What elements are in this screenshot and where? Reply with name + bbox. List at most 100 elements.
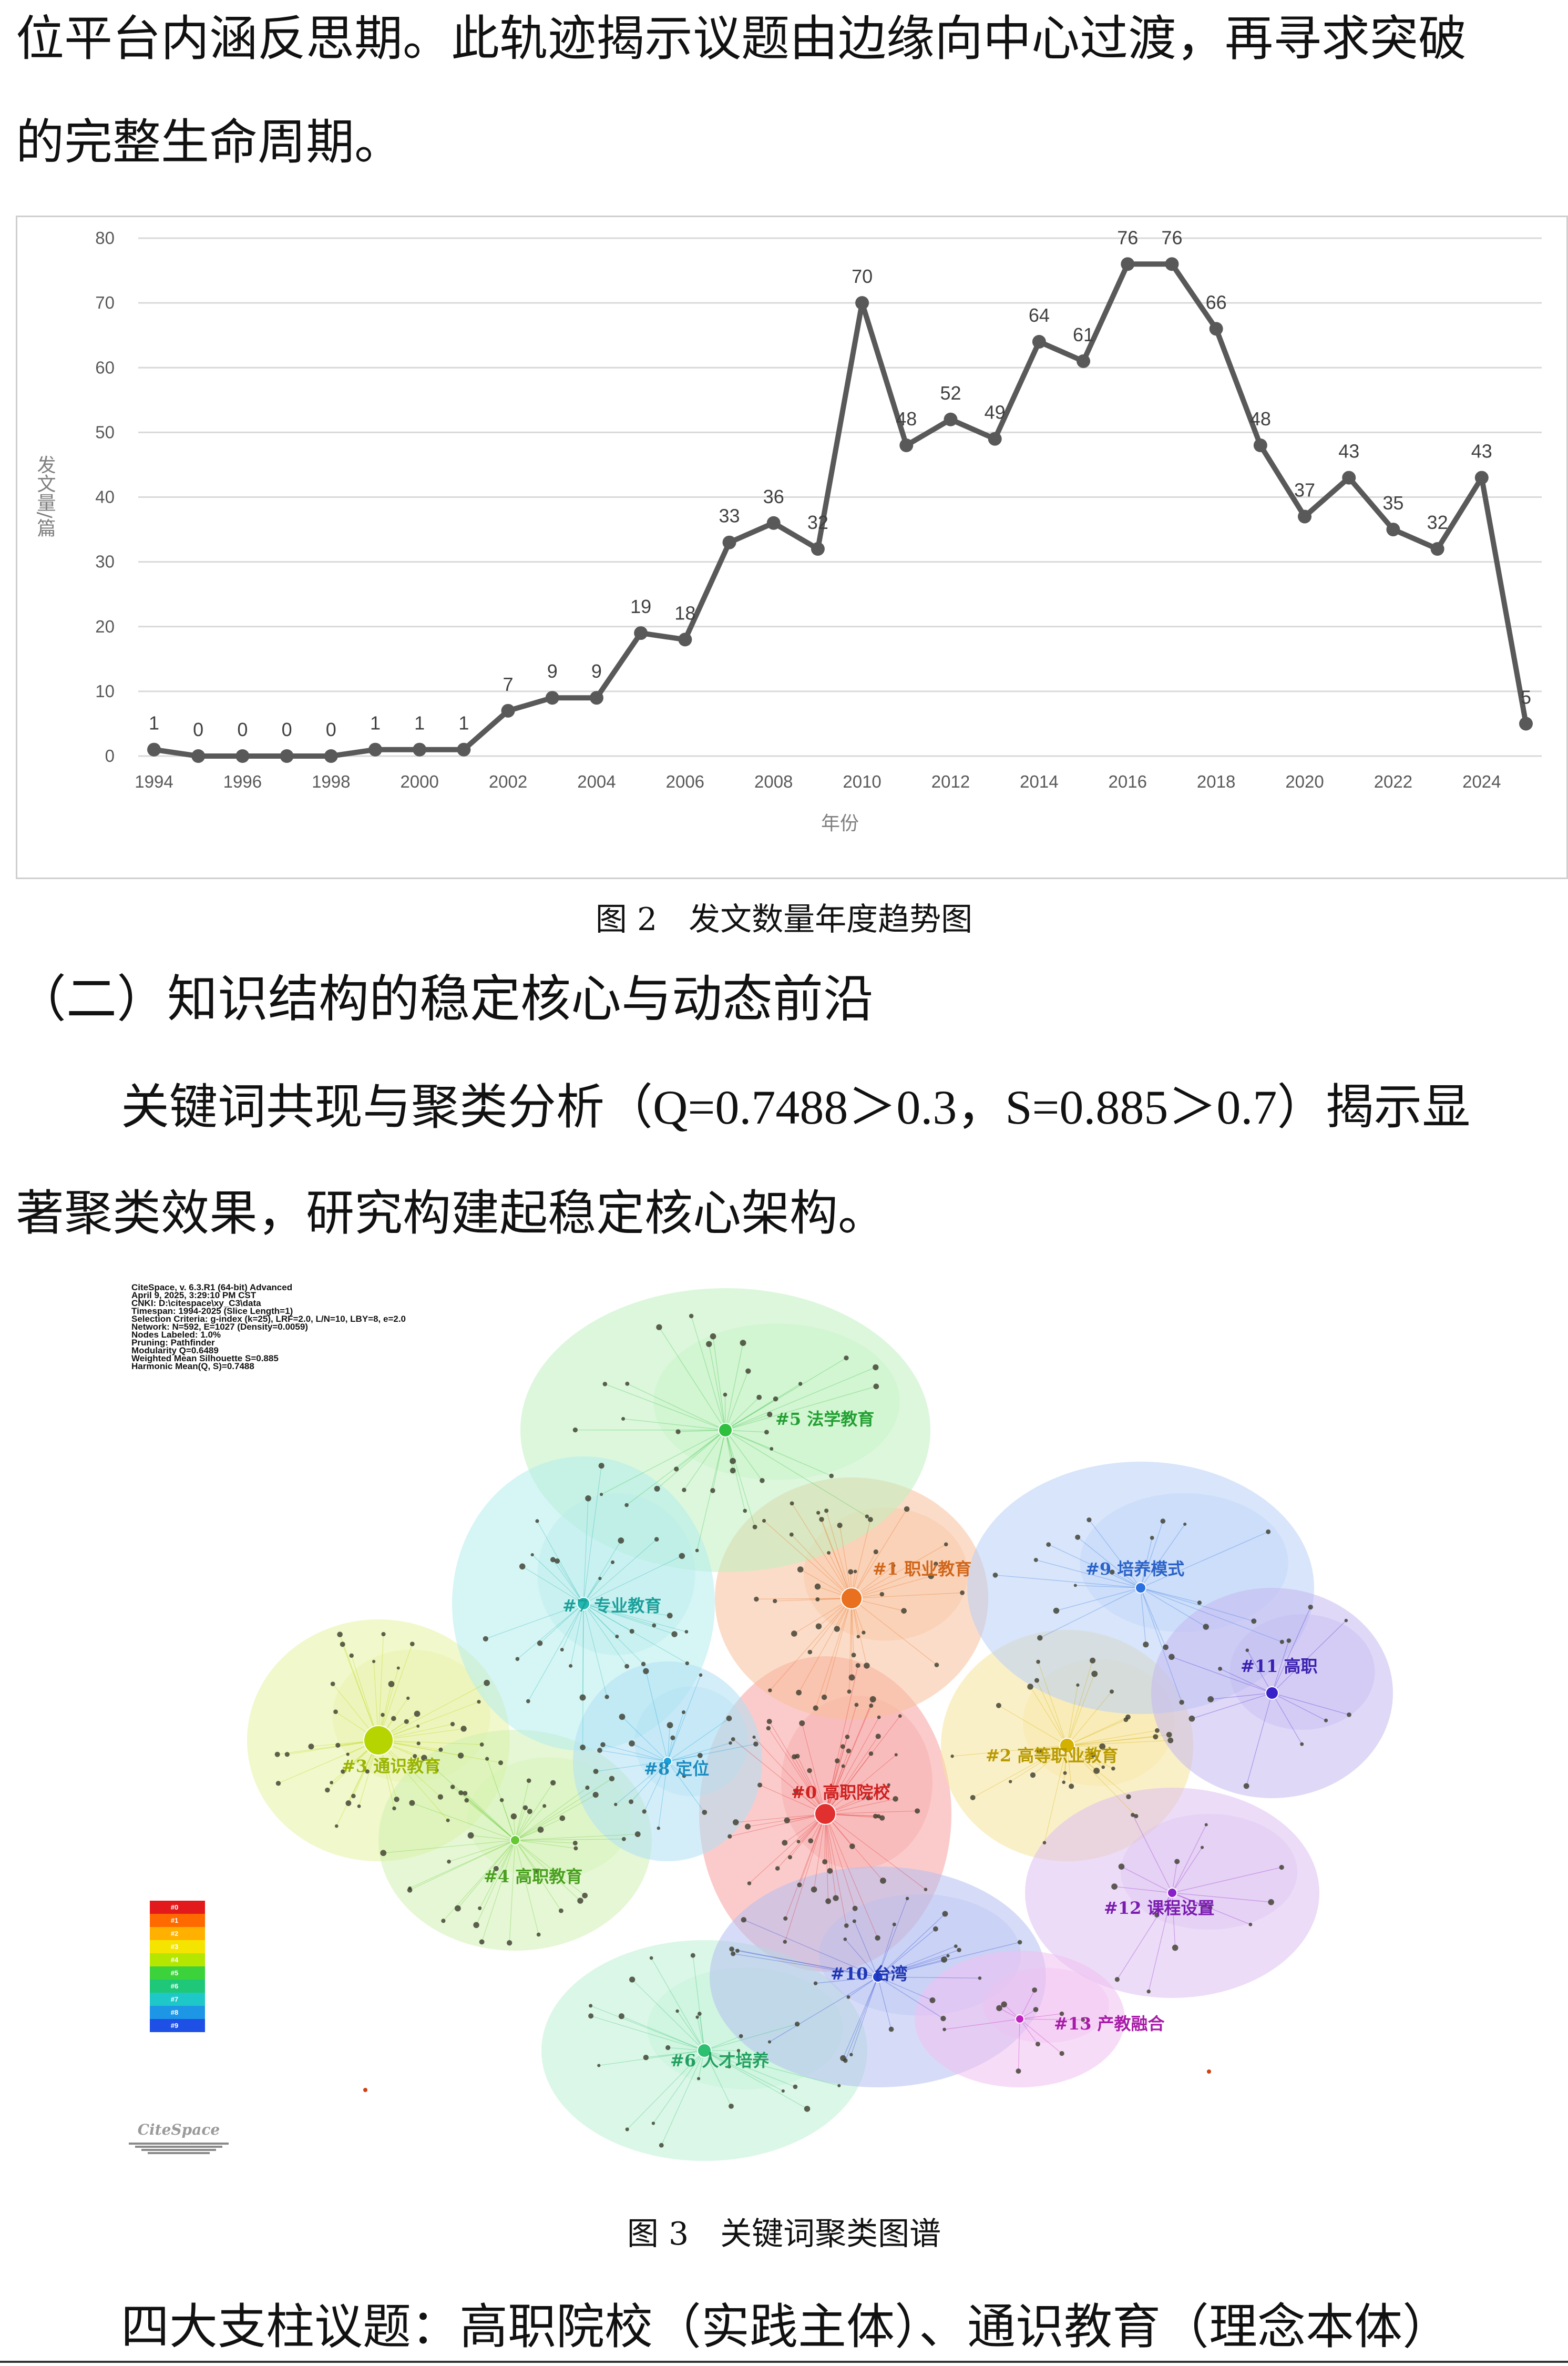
- keyword-node: [579, 1694, 586, 1701]
- cluster-edge: [777, 1813, 826, 1869]
- keyword-node: [735, 1949, 740, 1953]
- cluster-edge: [1140, 1587, 1206, 1627]
- keyword-node: [682, 1487, 686, 1493]
- cluster-edge: [851, 1563, 936, 1599]
- cluster-edge: [1067, 1730, 1157, 1746]
- keyword-node: [1153, 1734, 1159, 1740]
- cluster-edge: [952, 1745, 1068, 1757]
- cluster-edge: [583, 1603, 628, 1667]
- cluster-region-lobe: [1229, 1614, 1375, 1730]
- cluster-edge: [770, 1598, 852, 1691]
- keyword-node: [1200, 1845, 1204, 1849]
- data-label: 35: [1382, 492, 1403, 514]
- keyword-node: [1111, 1766, 1115, 1771]
- keyword-node: [747, 1881, 752, 1885]
- metadata-line: Nodes Labeled: 1.0%: [131, 1330, 221, 1340]
- cluster-edge: [704, 2024, 797, 2051]
- data-label: 33: [719, 505, 740, 527]
- cluster-edge: [850, 1976, 878, 2055]
- body-paragraph-3: 关键词共现与聚类分析（Q=0.7488＞0.3，S=0.885＞0.7）揭示显: [121, 1083, 1470, 1132]
- cluster-edge: [1140, 1587, 1146, 1645]
- cluster-edge: [825, 1813, 836, 1899]
- keyword-node: [1036, 1659, 1040, 1664]
- keyword-node: [815, 1623, 822, 1629]
- keyword-node: [873, 1813, 878, 1819]
- cluster-edge: [515, 1778, 612, 1841]
- legend-label: #2: [171, 1930, 178, 1937]
- cluster-edge: [1272, 1692, 1303, 1745]
- data-label: 70: [852, 266, 873, 287]
- keyword-node: [404, 1719, 409, 1724]
- keyword-node: [1009, 1780, 1012, 1783]
- data-point: [1430, 542, 1444, 556]
- cluster-legend: #0 #1 #2 #3 #4 #5 #6 #7 #8 #9: [150, 1901, 205, 2032]
- legend-swatch: [150, 1940, 205, 1953]
- keyword-node: [827, 1868, 833, 1874]
- legend-swatch: [150, 1966, 205, 1980]
- data-point: [811, 542, 825, 556]
- cluster-edge: [615, 1761, 668, 1805]
- keyword-node: [1063, 1771, 1067, 1775]
- keyword-node: [695, 2015, 699, 2019]
- cluster-edge: [1140, 1587, 1166, 1648]
- cluster-edge: [1019, 1990, 1035, 2020]
- cluster-edge: [602, 1744, 668, 1762]
- cluster-edge: [818, 1512, 852, 1599]
- keyword-node: [1183, 1522, 1187, 1526]
- cluster-edge: [1067, 1736, 1156, 1746]
- keyword-node: [804, 2106, 811, 2112]
- keyword-node: [1090, 1657, 1096, 1664]
- cluster-edge: [436, 1770, 516, 1841]
- keyword-node: [784, 1817, 790, 1823]
- cluster-edge: [735, 1813, 826, 1823]
- cluster-edge: [1219, 1668, 1273, 1694]
- cluster-edge: [1019, 2013, 1062, 2020]
- keyword-node: [308, 1743, 314, 1750]
- keyword-node: [478, 1906, 482, 1910]
- keyword-node: [1114, 1977, 1120, 1982]
- keyword-node: [333, 1709, 338, 1715]
- keyword-node: [698, 1752, 703, 1758]
- keyword-node: [380, 1850, 387, 1857]
- keyword-node: [455, 1905, 461, 1912]
- cluster-edge: [378, 1634, 384, 1741]
- metadata-line: Selection Criteria: g-index (k=25), LRF=…: [131, 1314, 406, 1324]
- data-point: [634, 626, 648, 640]
- cluster-label: #0 高职院校: [791, 1782, 890, 1802]
- keyword-node: [743, 1508, 747, 1513]
- cluster-edge: [623, 1418, 726, 1431]
- cluster-edge: [1172, 1847, 1203, 1893]
- keyword-node: [652, 1623, 657, 1628]
- cluster-label: #3 通识教育: [342, 1756, 440, 1776]
- keyword-node: [467, 1832, 474, 1839]
- keyword-node: [798, 1382, 803, 1386]
- cluster-edge: [583, 1562, 613, 1604]
- cluster-edge: [481, 1840, 516, 1942]
- keyword-node: [542, 1804, 547, 1808]
- keyword-node: [865, 1514, 869, 1518]
- keyword-node: [767, 1412, 773, 1417]
- data-label: 43: [1471, 441, 1492, 462]
- keyword-node: [696, 2077, 701, 2081]
- keyword-node: [797, 1882, 802, 1888]
- cluster-edge: [596, 1761, 668, 1772]
- keyword-node: [349, 1653, 354, 1658]
- cluster-edge: [825, 1813, 856, 1909]
- keyword-node: [766, 1719, 772, 1725]
- cluster-edge: [851, 1598, 937, 1666]
- keyword-node: [1059, 2051, 1064, 2056]
- keyword-node: [1300, 1742, 1304, 1746]
- keyword-node: [409, 1641, 415, 1647]
- cluster-edge: [692, 1955, 705, 2051]
- cluster-edge: [1140, 1587, 1283, 1643]
- cluster-edge: [1272, 1607, 1311, 1694]
- cluster-edge: [590, 2015, 705, 2051]
- cluster-edge: [457, 1840, 516, 1909]
- keyword-node: [1016, 2068, 1021, 2074]
- data-label: 1: [149, 712, 159, 734]
- keyword-node: [1091, 1670, 1098, 1677]
- cluster-edge: [1067, 1660, 1093, 1746]
- keyword-node: [618, 2013, 624, 2020]
- cluster-edge: [515, 1782, 554, 1841]
- cluster-edge: [651, 1957, 705, 2051]
